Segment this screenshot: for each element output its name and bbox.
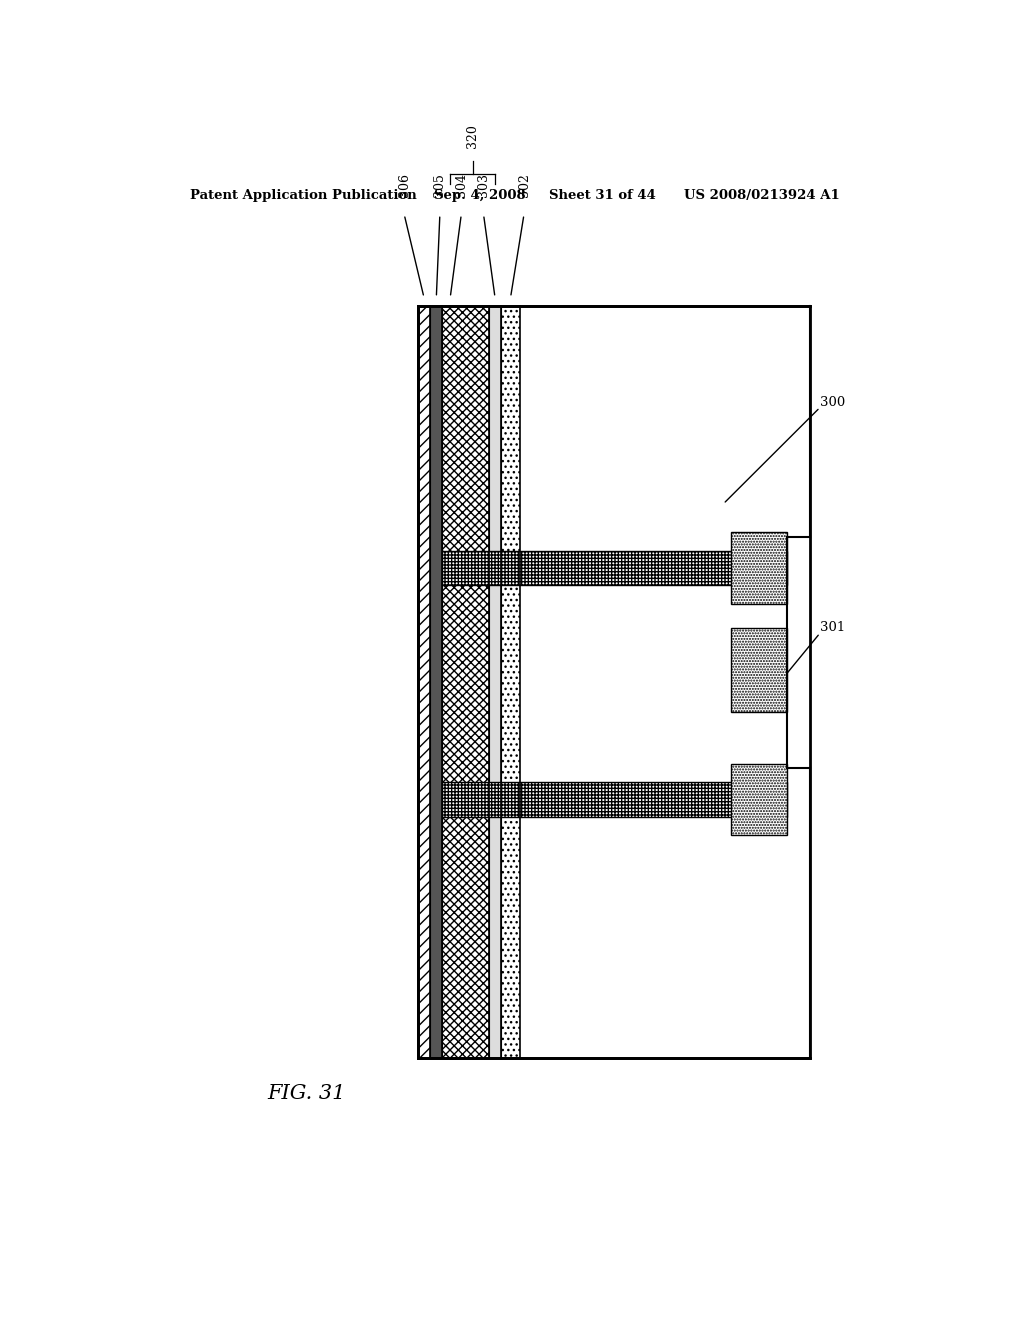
Bar bbox=[731, 764, 786, 836]
Bar bbox=[442, 306, 489, 1057]
Bar bbox=[501, 306, 520, 1057]
Text: 300: 300 bbox=[820, 396, 845, 409]
Text: 320: 320 bbox=[466, 124, 479, 148]
Bar bbox=[731, 532, 786, 603]
Text: US 2008/0213924 A1: US 2008/0213924 A1 bbox=[684, 189, 840, 202]
Text: FIG. 31: FIG. 31 bbox=[267, 1084, 345, 1104]
Bar bbox=[418, 306, 430, 1057]
Text: Patent Application Publication: Patent Application Publication bbox=[189, 189, 417, 202]
Bar bbox=[430, 306, 442, 1057]
Bar bbox=[489, 306, 501, 1057]
Bar bbox=[520, 536, 786, 768]
Bar bbox=[520, 306, 811, 536]
Bar bbox=[442, 550, 786, 585]
Text: Sep. 4, 2008: Sep. 4, 2008 bbox=[433, 189, 525, 202]
Bar bbox=[520, 768, 786, 1057]
Text: Sheet 31 of 44: Sheet 31 of 44 bbox=[549, 189, 655, 202]
Bar bbox=[442, 783, 786, 817]
Text: 306: 306 bbox=[397, 173, 411, 197]
Text: 303: 303 bbox=[477, 173, 490, 197]
Text: 302: 302 bbox=[517, 173, 530, 197]
Text: 301: 301 bbox=[820, 622, 845, 635]
Bar bbox=[418, 306, 811, 1057]
Text: 305: 305 bbox=[433, 173, 446, 197]
Bar bbox=[731, 628, 786, 713]
Text: 304: 304 bbox=[455, 173, 468, 197]
